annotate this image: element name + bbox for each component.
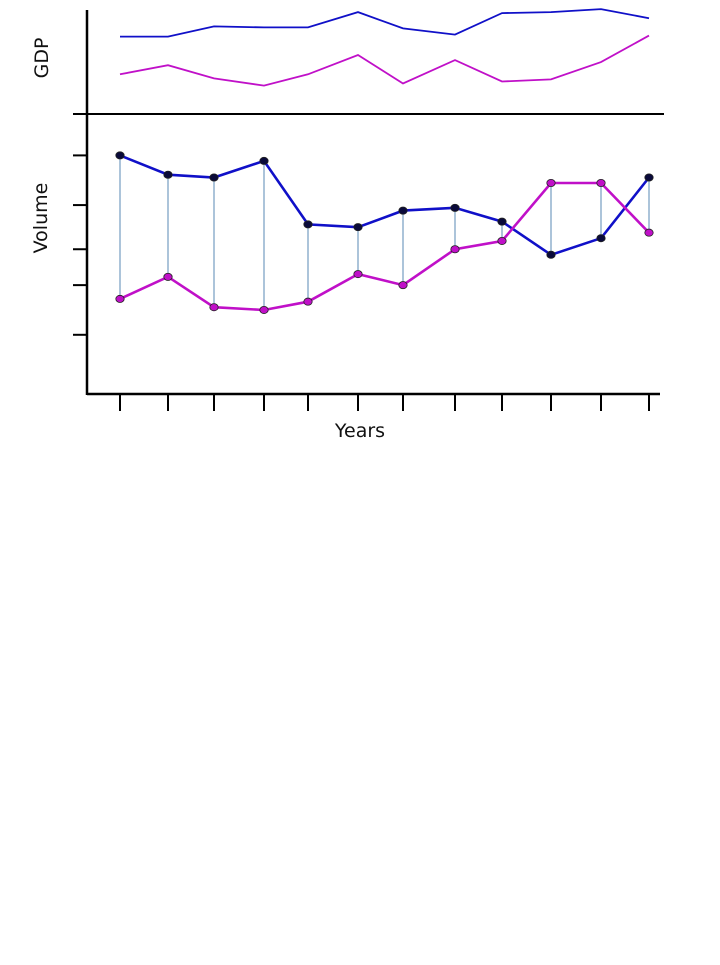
volume-series-1-point <box>450 203 460 212</box>
volume-series-1-point <box>209 173 219 182</box>
volume-series-1-point <box>644 173 654 182</box>
volume-series-2-point <box>163 272 173 281</box>
volume-series-2-point <box>209 303 219 312</box>
volume-series-1-point <box>303 220 313 229</box>
volume-series-2-point <box>259 305 269 314</box>
volume-series-1-point <box>497 217 507 226</box>
volume-series-1-point <box>398 206 408 215</box>
volume-series-2-point <box>115 294 125 303</box>
gdp-panel: GDP <box>31 8 650 114</box>
gdp-series-1-line <box>120 8 650 38</box>
gdp-y-axis-label: GDP <box>31 38 53 79</box>
volume-series-2-point <box>596 178 606 187</box>
volume-series-2-line <box>119 181 650 312</box>
gdp-series-2-line <box>119 34 650 87</box>
x-axis-label: Years <box>334 420 385 442</box>
volume-series-2-point <box>644 228 654 237</box>
volume-panel: Volume Years <box>30 113 664 442</box>
volume-series-1-point <box>546 250 556 259</box>
volume-series-1-point <box>596 234 606 243</box>
volume-series-1-point <box>115 151 125 160</box>
volume-series-1-point <box>259 156 269 165</box>
volume-series-1-point <box>163 170 173 179</box>
volume-y-axis-label: Volume <box>30 183 52 254</box>
volume-series-2-point <box>353 270 363 279</box>
volume-series-2-point <box>546 178 556 187</box>
volume-series-2-point <box>303 297 313 306</box>
volume-series-2-point <box>450 245 460 254</box>
volume-series-2-point <box>497 236 507 245</box>
volume-series-1-line <box>119 154 651 257</box>
volume-series-2-point <box>398 281 408 290</box>
volume-series-1-point <box>353 223 363 232</box>
